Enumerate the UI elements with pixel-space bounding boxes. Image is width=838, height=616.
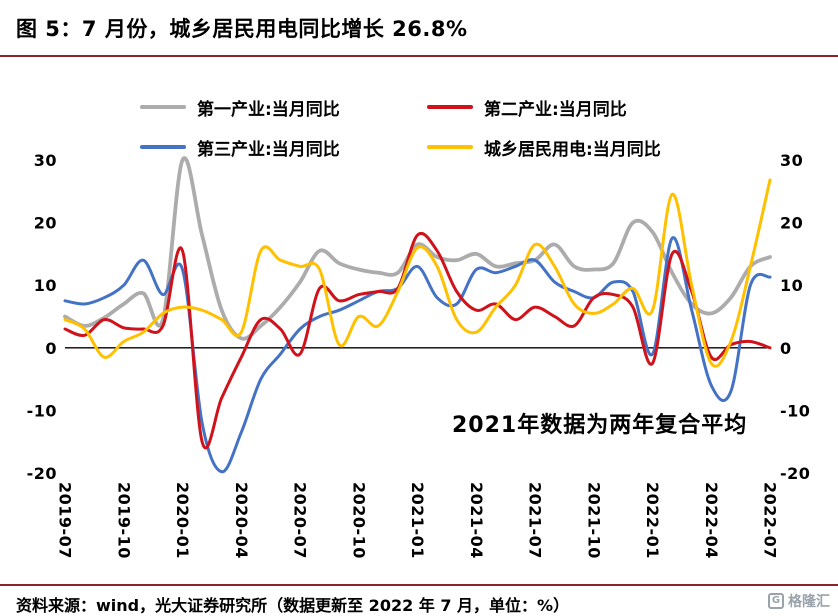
- figure-title: 图 5：7 月份，城乡居民用电同比增长 26.8%: [16, 17, 468, 41]
- line-tertiary-industry: [63, 236, 772, 474]
- legend-row-2: 第三产业:当月同比 城乡居民用电:当月同比: [140, 134, 661, 160]
- y-tick-label-right: 20: [780, 214, 803, 233]
- legend-swatch-tertiary-industry: [140, 145, 186, 149]
- legend-label-secondary-industry: 第二产业:当月同比: [484, 99, 627, 120]
- x-tick-label: 2021-01: [408, 482, 427, 559]
- source-note: 资料来源：wind，光大证券研究所（数据更新至 2022 年 7 月，单位：%）: [16, 596, 570, 615]
- legend-item-tertiary-industry: 第三产业:当月同比: [140, 135, 427, 160]
- y-tick-label-left: 10: [34, 276, 57, 295]
- legend-row-1: 第一产业:当月同比 第二产业:当月同比: [140, 94, 661, 120]
- legend-item-secondary-industry: 第二产业:当月同比: [427, 95, 627, 120]
- chart-legend: 第一产业:当月同比 第二产业:当月同比 第三产业:当月同比 城乡居民用电:当月同…: [140, 94, 661, 174]
- x-tick-label: 2022-07: [761, 482, 780, 559]
- legend-label-tertiary-industry: 第三产业:当月同比: [197, 139, 340, 160]
- y-tick-label-right: 30: [780, 151, 803, 170]
- y-tick-label-right: -10: [780, 401, 810, 420]
- gelonghui-logo: G 格隆汇: [768, 591, 830, 611]
- title-divider: [0, 55, 838, 57]
- x-tick-label: 2020-10: [349, 482, 368, 559]
- x-tick-label: 2021-04: [467, 482, 486, 559]
- line-residential-electricity: [63, 178, 772, 368]
- x-tick-label: 2020-04: [232, 482, 251, 559]
- x-tick-label: 2019-07: [56, 482, 75, 559]
- x-tick-label: 2021-07: [526, 482, 545, 559]
- y-tick-label-right: -20: [780, 464, 810, 483]
- gelonghui-logo-icon: G: [768, 593, 784, 609]
- footer-divider: [0, 584, 838, 586]
- y-tick-label-left: 20: [34, 214, 57, 233]
- legend-swatch-primary-industry: [140, 104, 186, 110]
- x-tick-label: 2019-10: [114, 482, 133, 559]
- y-tick-label-left: -10: [27, 401, 57, 420]
- legend-swatch-secondary-industry: [427, 105, 473, 109]
- y-tick-label-left: 30: [34, 151, 57, 170]
- legend-item-residential-electricity: 城乡居民用电:当月同比: [427, 135, 661, 160]
- y-tick-label-left: -20: [27, 464, 57, 483]
- gelonghui-logo-text: 格隆汇: [788, 594, 830, 610]
- y-tick-label-right: 0: [780, 339, 792, 358]
- legend-swatch-residential-electricity: [427, 145, 473, 149]
- legend-label-primary-industry: 第一产业:当月同比: [197, 99, 340, 120]
- legend-item-primary-industry: 第一产业:当月同比: [140, 95, 427, 120]
- x-tick-label: 2021-10: [584, 482, 603, 559]
- y-tick-label-right: 10: [780, 276, 803, 295]
- x-tick-label: 2022-04: [702, 482, 721, 559]
- x-tick-label: 2020-07: [291, 482, 310, 559]
- x-tick-label: 2022-01: [643, 482, 662, 559]
- y-tick-label-left: 0: [45, 339, 57, 358]
- x-tick-label: 2020-01: [173, 482, 192, 559]
- chart-note: 2021年数据为两年复合平均: [452, 413, 748, 438]
- line-secondary-industry: [63, 232, 772, 450]
- legend-label-residential-electricity: 城乡居民用电:当月同比: [484, 139, 661, 160]
